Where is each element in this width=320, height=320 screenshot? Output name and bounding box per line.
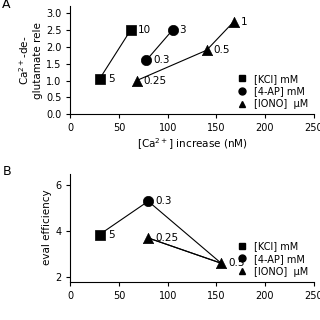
Text: 1: 1	[241, 17, 247, 27]
Text: 0.3: 0.3	[155, 196, 172, 206]
Point	[97, 76, 102, 82]
Point	[128, 28, 133, 33]
Text: B: B	[2, 165, 11, 178]
Text: 3: 3	[180, 25, 186, 35]
Text: 5: 5	[108, 229, 115, 240]
Text: 0.25: 0.25	[155, 233, 178, 243]
Text: 0.25: 0.25	[143, 76, 167, 85]
Point	[134, 78, 139, 83]
Point	[204, 48, 209, 53]
Point	[146, 236, 151, 241]
Point	[219, 261, 224, 266]
Legend: [KCl] mM, [4-AP] mM, [IONO]  μM: [KCl] mM, [4-AP] mM, [IONO] μM	[228, 237, 313, 281]
Text: 0.3: 0.3	[153, 55, 170, 65]
X-axis label: [Ca$^{2+}$] increase (nM): [Ca$^{2+}$] increase (nM)	[137, 136, 247, 152]
Point	[144, 58, 149, 63]
Text: 0.5: 0.5	[213, 45, 230, 55]
Text: 10: 10	[138, 25, 151, 35]
Text: A: A	[2, 0, 11, 11]
Point	[97, 232, 102, 237]
Y-axis label: Ca$^{2+}$-de-
glutamate rele: Ca$^{2+}$-de- glutamate rele	[18, 22, 43, 99]
Point	[170, 28, 175, 33]
Text: 5: 5	[108, 74, 115, 84]
Legend: [KCl] mM, [4-AP] mM, [IONO]  μM: [KCl] mM, [4-AP] mM, [IONO] μM	[228, 70, 313, 113]
Y-axis label: eval efficiency: eval efficiency	[42, 190, 52, 266]
Text: 0.5: 0.5	[228, 258, 244, 268]
Point	[146, 199, 151, 204]
Point	[231, 19, 236, 24]
